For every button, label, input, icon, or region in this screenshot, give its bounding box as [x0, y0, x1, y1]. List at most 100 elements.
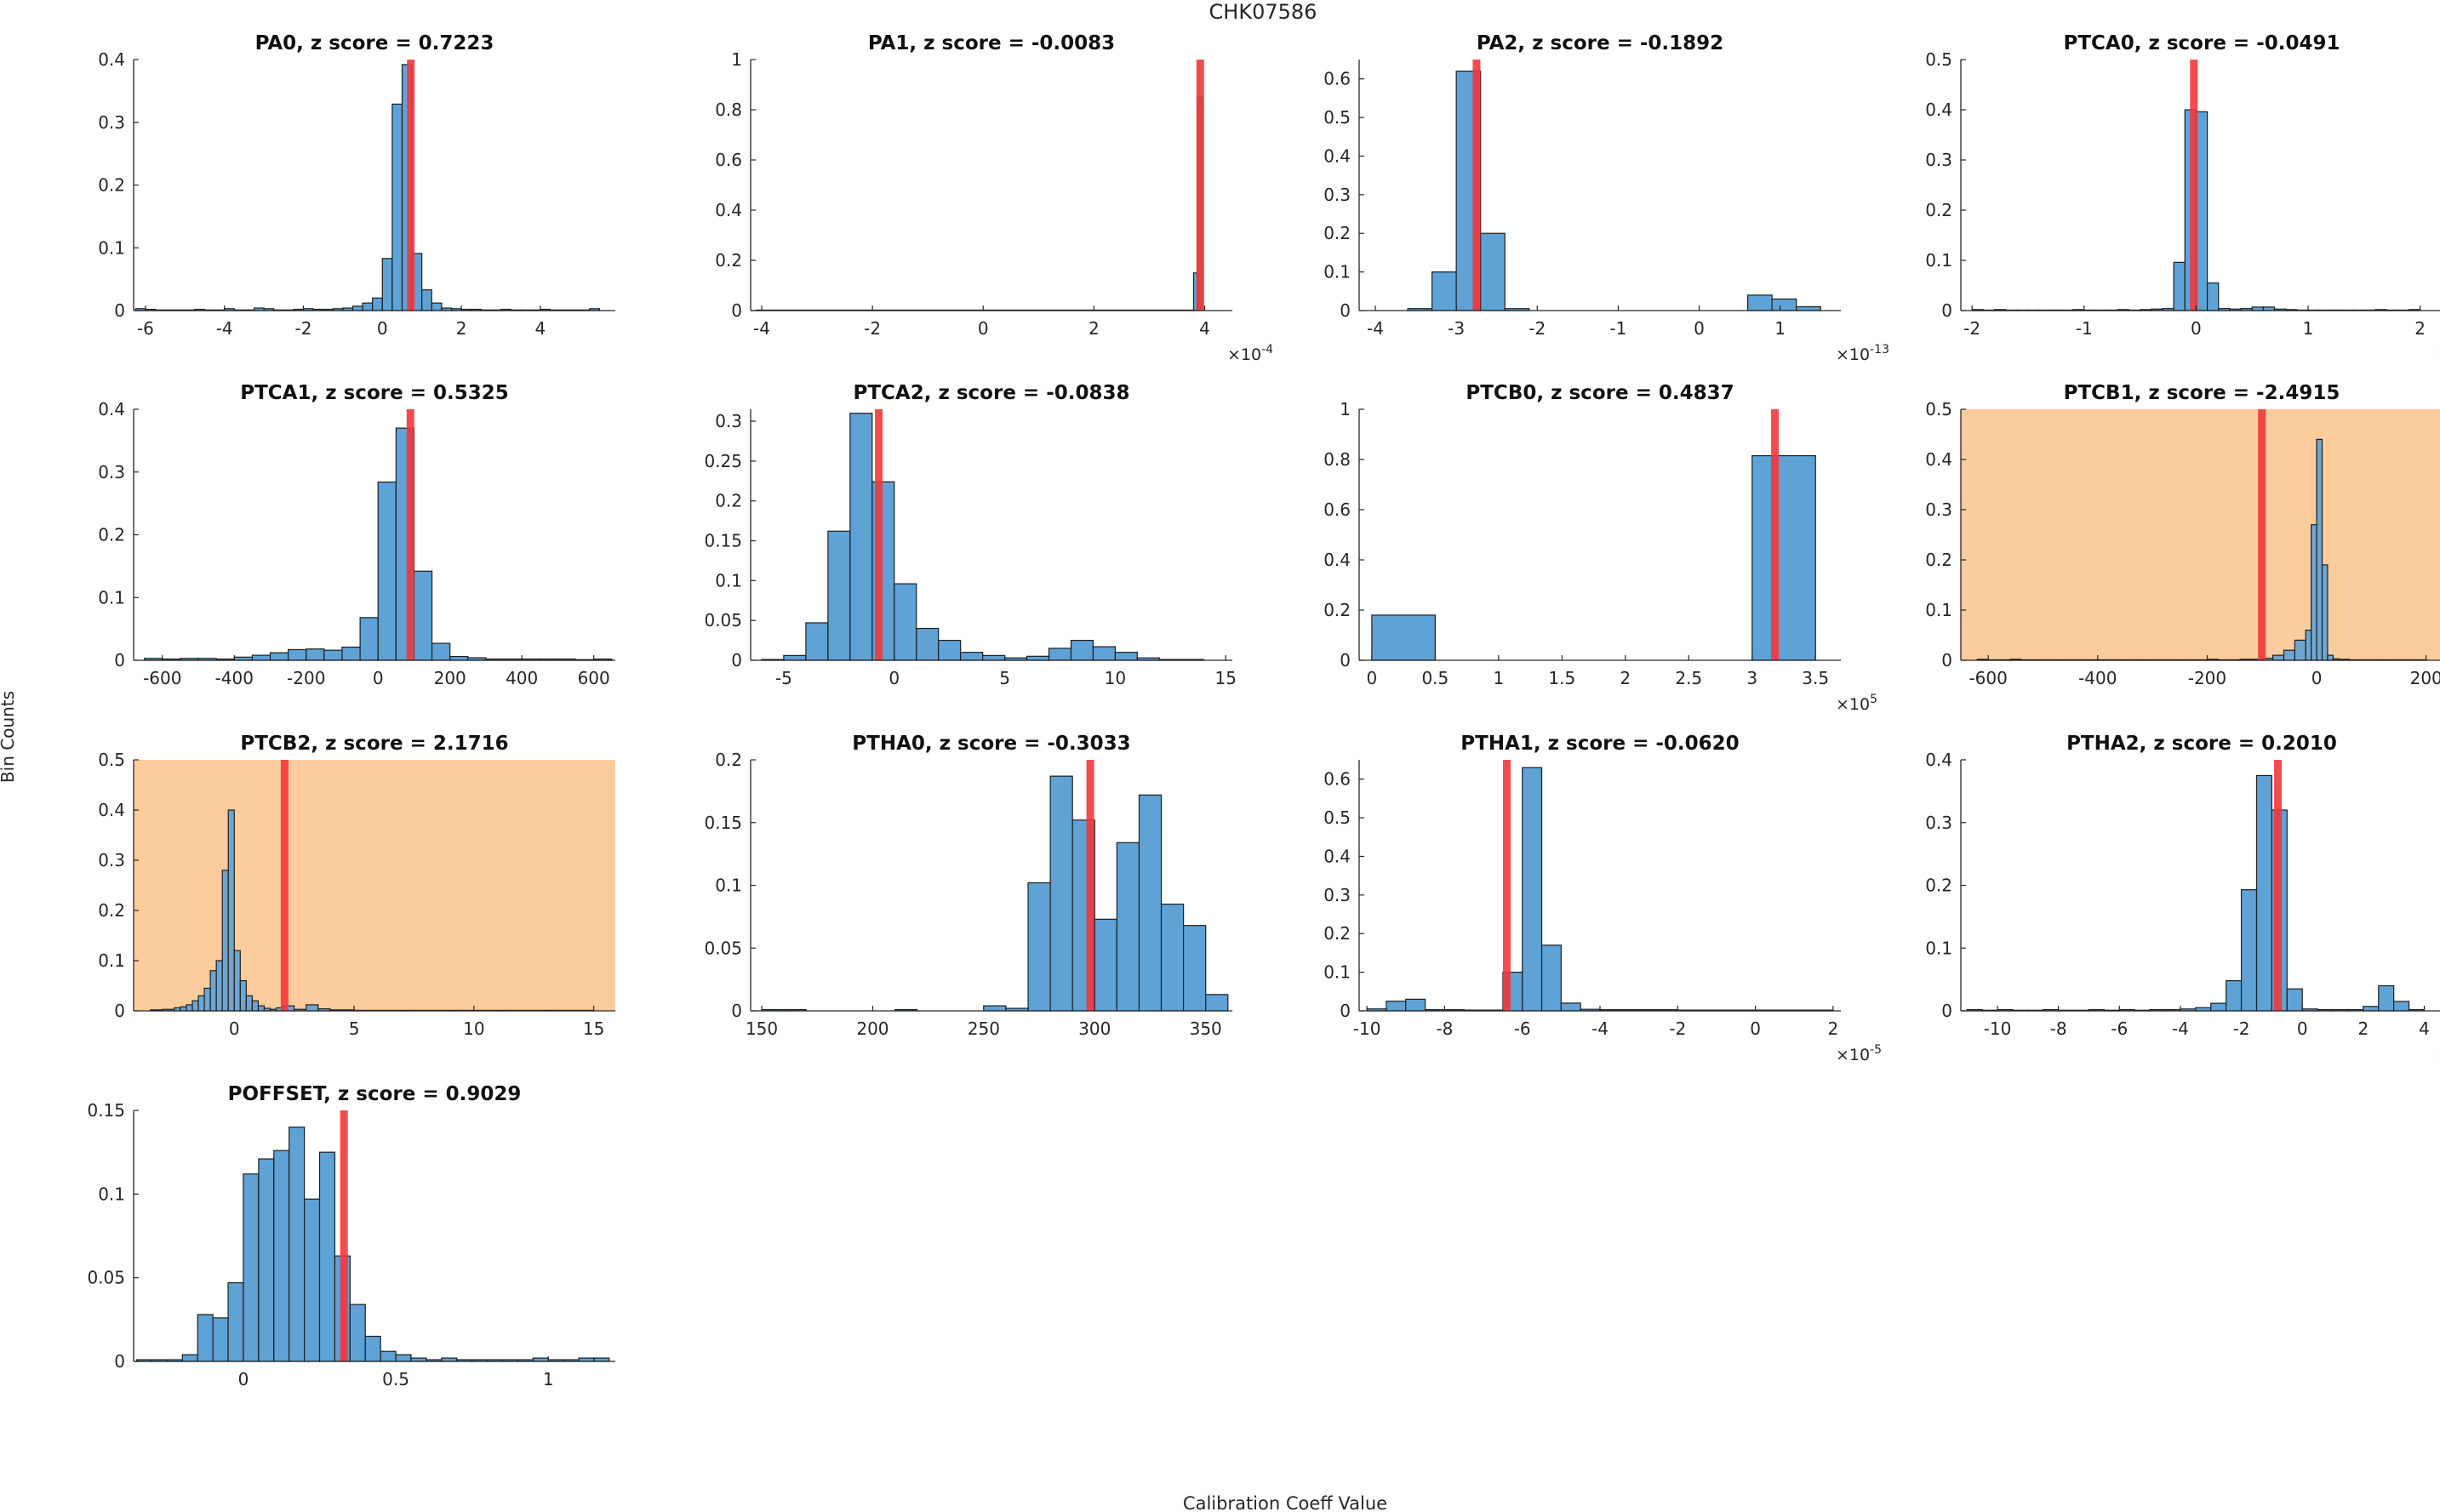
- x-tick-label: 1: [543, 1369, 554, 1389]
- histogram-bar: [2255, 774, 2272, 1012]
- y-tick-label: 0.6: [715, 150, 742, 170]
- y-tick-label: 0.5: [1925, 399, 1952, 419]
- histogram-bar: [2378, 984, 2395, 1012]
- y-tick-label: 0.5: [98, 750, 125, 770]
- x-tick-label: -2: [295, 318, 312, 339]
- histogram-bar: [1048, 648, 1072, 661]
- x-tick-label: -200: [287, 668, 325, 688]
- histogram-bar: [2210, 1002, 2227, 1012]
- y-tick-label: 0.3: [98, 112, 125, 133]
- y-tick-label: 0.1: [1925, 250, 1952, 271]
- x-tick-label: -400: [215, 668, 254, 688]
- histogram-bar: [243, 1173, 260, 1362]
- histogram-bar: [849, 413, 873, 661]
- subplot-title: PTCA1, z score = 0.5325: [240, 382, 508, 404]
- histogram-subplot: 0 0.2 0.4 0.6 0.8 1 -4 -2 0 2 4 ×10-4 PA1, z score =…: [715, 32, 1273, 364]
- x-tick-label: -4: [753, 318, 770, 339]
- histogram-bar: [341, 646, 361, 661]
- histogram-bar: [273, 1150, 290, 1362]
- histogram-bar: [212, 1317, 229, 1362]
- reference-value-line: [2258, 409, 2266, 660]
- histogram-bar: [2327, 654, 2334, 661]
- x-tick-label: -8: [1436, 1018, 1453, 1039]
- x-tick-label: 10: [1105, 668, 1126, 688]
- histogram-bar: [215, 960, 223, 1012]
- histogram-bar: [209, 970, 217, 1012]
- y-tick-label: 0.4: [1323, 145, 1351, 166]
- y-tick-label: 0.3: [1925, 499, 1952, 520]
- y-tick-label: 0.1: [1323, 262, 1351, 282]
- y-tick-label: 0.2: [1925, 200, 1952, 220]
- y-tick-label: 0.4: [715, 200, 742, 220]
- x-tick-label: -4: [2172, 1018, 2189, 1039]
- histogram-bar: [359, 617, 379, 661]
- histogram-bar: [251, 1000, 260, 1012]
- histogram-bar: [982, 654, 1006, 661]
- y-tick-label: 0.5: [1925, 49, 1952, 70]
- histogram-bar: [186, 1004, 193, 1012]
- histogram-bar: [1070, 639, 1094, 661]
- histogram-bar: [894, 583, 917, 661]
- histogram-bar: [449, 655, 469, 661]
- histogram-bar: [239, 979, 247, 1012]
- x-tick-label: 200: [434, 668, 466, 688]
- y-tick-label: 0.3: [1323, 185, 1351, 205]
- x-tick-label: 4: [534, 318, 546, 339]
- subplot-title: POFFSET, z score = 0.9029: [228, 1083, 522, 1105]
- histogram-bar: [1522, 767, 1543, 1012]
- histogram-bar: [1092, 646, 1116, 661]
- histogram-bar: [391, 103, 403, 311]
- y-tick-label: 0.1: [98, 950, 125, 971]
- x-tick-label: 4: [2419, 1018, 2430, 1039]
- x-tick-label: 0.5: [1421, 668, 1449, 688]
- histogram-bar: [2316, 438, 2323, 661]
- histogram-bar: [181, 1354, 198, 1362]
- histogram-bar: [351, 305, 363, 311]
- histogram-bar: [1386, 1001, 1407, 1012]
- axis-exponent-label: ×105: [2437, 343, 2440, 364]
- y-tick-label: 1: [1340, 399, 1351, 419]
- y-tick-label: 0.2: [1925, 550, 1952, 570]
- outlier-highlight-background: [134, 760, 615, 1011]
- reference-value-line: [2190, 60, 2198, 311]
- y-tick-label: 0.1: [1925, 600, 1952, 620]
- histogram-subplot: 0 0.1 0.2 0.3 0.4 0.5 -2 -1 0 1 2 ×105 PTCA0, z scor…: [1925, 32, 2440, 364]
- histogram-subplot: 0 0.05 0.1 0.15 0.2 0.25 0.3 -5 0 5 10 15 PTCA2, z s…: [704, 382, 1236, 688]
- x-tick-label: 1: [1774, 318, 1786, 339]
- reference-value-line: [875, 409, 883, 660]
- histogram-bar: [197, 1314, 214, 1362]
- x-tick-label: 2: [1828, 1018, 1839, 1039]
- y-tick-label: 0.3: [715, 411, 742, 431]
- histogram-subplot: 0 0.05 0.1 0.15 0.2 150 200 250 300 350 PTHA0, z s…: [704, 733, 1232, 1039]
- histogram-subplot: 0 0.1 0.2 0.3 0.4 0.5 0.6 -4 -3 -2 -1 0 1 ×10-13 PA2, …: [1323, 32, 1889, 364]
- histogram-bar: [269, 652, 289, 661]
- histogram-bar: [1026, 655, 1050, 661]
- y-tick-label: 0.2: [715, 750, 742, 770]
- reference-value-line: [280, 760, 289, 1011]
- y-tick-label: 0.3: [1323, 885, 1351, 905]
- histogram-bar: [306, 1004, 319, 1012]
- x-tick-label: 0: [238, 1369, 249, 1389]
- subplot-title: PTCA0, z score = -0.0491: [2063, 32, 2340, 54]
- x-tick-label: 15: [1214, 668, 1236, 688]
- x-tick-label: 5: [999, 668, 1010, 688]
- x-tick-label: 0: [229, 1018, 240, 1039]
- x-tick-label: 0: [2297, 1018, 2308, 1039]
- reference-value-line: [340, 1110, 348, 1361]
- y-tick-label: 0.4: [1925, 100, 1952, 120]
- histogram-subplot: 0 0.1 0.2 0.3 0.4 0.5 -600 -400 -200 0 200 PTCB1, z…: [1925, 382, 2440, 688]
- y-tick-label: 0.2: [1323, 223, 1351, 243]
- y-tick-label: 0: [114, 1001, 125, 1021]
- y-tick-label: 0.05: [704, 938, 742, 958]
- histogram-bar: [233, 950, 241, 1012]
- x-tick-label: 600: [578, 668, 610, 688]
- y-tick-label: 0.1: [715, 570, 742, 591]
- x-tick-label: 3: [1746, 668, 1757, 688]
- y-tick-label: 0.4: [98, 49, 125, 70]
- y-tick-label: 0.1: [715, 876, 742, 896]
- x-tick-label: 0: [1750, 1018, 1761, 1039]
- subplot-title: PTHA1, z score = -0.0620: [1460, 733, 1739, 755]
- x-tick-label: 4: [1199, 318, 1210, 339]
- y-tick-label: 0.15: [704, 531, 742, 551]
- histogram-bar: [1796, 305, 1821, 311]
